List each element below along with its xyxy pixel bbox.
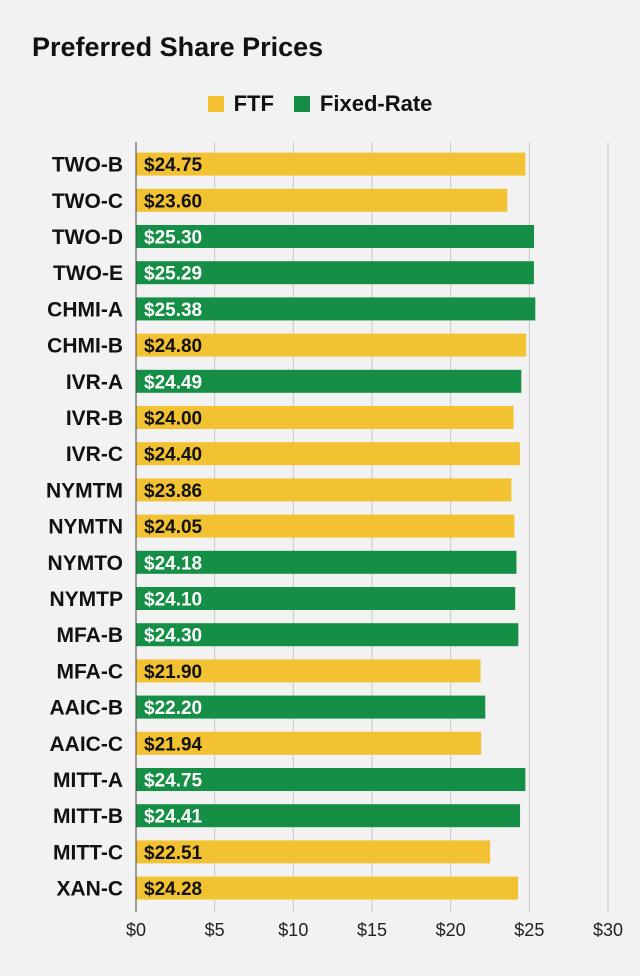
category-label: CHMI-A [47,298,123,321]
category-label: IVR-B [66,407,123,430]
data-label: $25.29 [144,264,202,285]
data-label: $24.28 [144,879,202,900]
bar [136,587,516,610]
category-label: AAIC-C [50,733,124,756]
legend-swatch-ftf [207,96,224,112]
category-label: MFA-C [57,660,124,683]
data-label: $23.60 [144,191,202,212]
data-label: $24.40 [144,445,202,466]
data-label: $23.86 [144,481,202,502]
bar [136,188,508,212]
category-label: MITT-B [53,805,123,828]
category-label: MITT-C [53,841,123,864]
bar [136,623,519,647]
category-label: NYMTP [50,588,124,611]
legend-item-fixed-rate: Fixed-Rate [293,91,433,117]
category-label: TWO-B [52,154,123,177]
bar [136,731,482,755]
bar [136,406,514,429]
category-label: TWO-E [53,262,123,285]
category-label: IVR-C [66,443,123,466]
data-label: $25.38 [144,300,202,321]
x-tick-label: $10 [278,920,308,940]
legend-label-fixed-rate: Fixed-Rate [319,91,433,116]
legend-swatch-fixed-rate [293,96,310,112]
data-label: $24.30 [144,626,202,647]
legend-label-ftf: FTF [233,91,274,116]
x-tick-label: $0 [126,920,146,940]
category-label: NYMTN [48,516,123,539]
bar [136,659,481,683]
data-label: $21.94 [144,734,203,755]
data-label: $22.51 [144,843,203,864]
bar [136,297,536,321]
bar [136,225,535,248]
bar [136,840,491,864]
category-label: MFA-B [57,624,124,647]
data-label: $24.75 [144,771,203,792]
bar [136,804,521,828]
chart-title: Preferred Share Prices [32,32,324,62]
x-tick-label: $5 [205,920,225,940]
x-tick-label: $15 [357,920,387,940]
bar [136,152,526,176]
bar [136,478,512,502]
data-label: $24.80 [144,336,202,357]
bar [136,695,486,719]
data-label: $24.49 [144,372,202,393]
x-tick-label: $30 [593,920,623,940]
bar [136,514,515,538]
category-label: CHMI-B [47,335,123,358]
data-label: $24.75 [144,155,203,176]
category-label: NYMTM [46,479,123,502]
data-label: $24.18 [144,553,202,574]
category-label: TWO-C [52,190,123,213]
data-label: $24.05 [144,517,203,538]
x-tick-label: $25 [514,920,544,940]
bar [136,442,520,466]
bar [136,333,527,357]
bar [136,369,522,393]
data-label: $24.10 [144,590,202,611]
data-label: $22.20 [144,698,202,719]
category-label: IVR-A [66,371,123,394]
bar [136,768,526,791]
category-label: TWO-D [52,226,123,249]
category-label: MITT-A [53,769,123,792]
data-label: $25.30 [144,228,202,249]
data-label: $24.00 [144,409,202,430]
x-tick-label: $20 [436,920,466,940]
data-label: $24.41 [144,807,203,828]
bar [136,550,517,574]
category-label: XAN-C [57,878,124,901]
bar [136,261,534,285]
chart-legend: FTF Fixed-Rate [0,90,640,118]
bar [136,876,519,900]
category-label: AAIC-B [50,697,124,720]
category-label: NYMTO [48,552,123,575]
legend-item-ftf: FTF [207,91,274,117]
data-label: $21.90 [144,662,202,683]
